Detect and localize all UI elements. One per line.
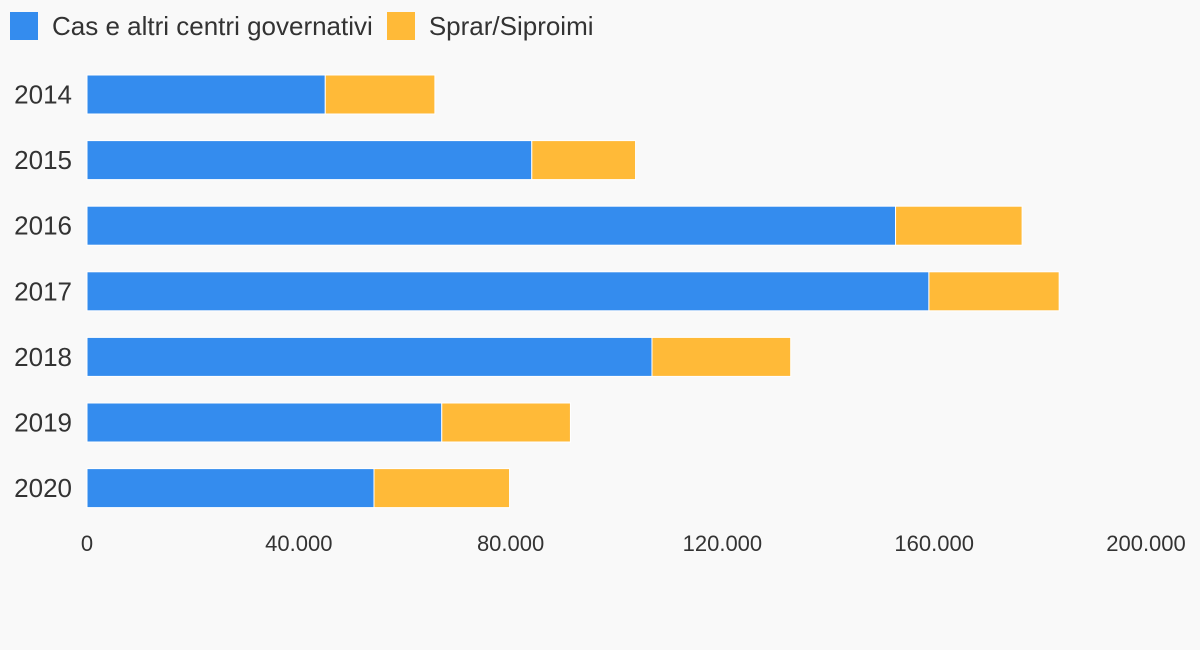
bar-segment-2016-series-1 — [895, 205, 1023, 246]
bar-segment-2019-series-0 — [86, 402, 443, 443]
bar-segment-2014-series-0 — [86, 74, 326, 115]
x-tick-label-5: 200.000 — [1106, 531, 1186, 556]
legend-item-cas: Cas e altri centri governativi — [10, 11, 373, 42]
bar-segment-2016-series-0 — [86, 205, 897, 246]
x-tick-label-4: 160.000 — [894, 531, 974, 556]
x-tick-label-1: 40.000 — [265, 531, 332, 556]
legend-item-sprar: Sprar/Siproimi — [386, 10, 594, 42]
x-tick-label-2: 80.000 — [477, 531, 544, 556]
legend-swatch-sprar — [386, 12, 415, 40]
bar-segment-2014-series-1 — [324, 74, 436, 115]
bar-segment-2020-series-0 — [86, 468, 375, 509]
x-tick-label-0: 0 — [81, 531, 93, 556]
bar-segment-2017-series-0 — [86, 271, 930, 312]
x-tick-label-3: 120.000 — [683, 531, 763, 556]
bar-segment-2017-series-1 — [928, 271, 1060, 312]
legend-swatch-cas — [10, 12, 38, 40]
category-label-2019: 2019 — [14, 408, 72, 438]
category-label-2018: 2018 — [14, 342, 72, 372]
category-label-2020: 2020 — [14, 473, 72, 503]
bar-segment-2015-series-1 — [531, 140, 637, 181]
legend-label-cas: Cas e altri centri governativi — [52, 10, 373, 41]
category-label-2017: 2017 — [14, 276, 72, 306]
category-label-2016: 2016 — [14, 211, 72, 241]
bar-segment-2019-series-1 — [441, 402, 571, 443]
chart-legend: Cas e altri centri governativi Sprar/Sip… — [10, 8, 608, 44]
bar-segment-2020-series-1 — [373, 468, 511, 509]
bar-segment-2018-series-0 — [86, 336, 653, 377]
category-label-2014: 2014 — [14, 80, 72, 110]
bar-segment-2018-series-1 — [651, 336, 792, 377]
bar-segment-2015-series-0 — [86, 140, 533, 181]
legend-label-sprar: Sprar/Siproimi — [428, 10, 594, 41]
category-label-2015: 2015 — [14, 145, 72, 175]
